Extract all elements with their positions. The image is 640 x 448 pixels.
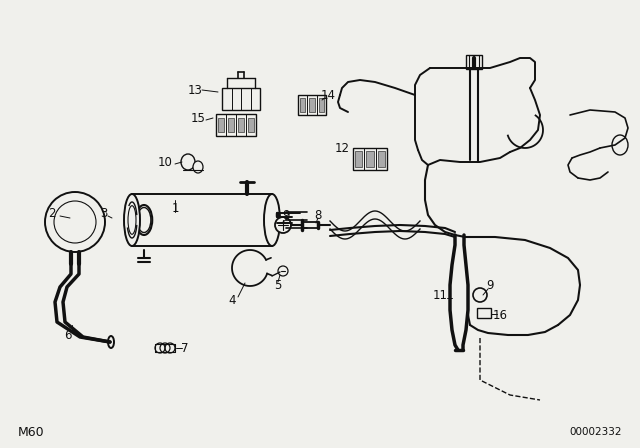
Ellipse shape [612,135,628,155]
Ellipse shape [108,336,114,348]
Text: 7: 7 [181,341,189,354]
Text: 3: 3 [100,207,108,220]
Circle shape [275,217,291,233]
Bar [355,151,362,167]
Bar [466,55,482,69]
Bar [216,114,256,136]
Bar [298,95,326,115]
Bar [366,151,374,167]
Bar [378,151,385,167]
Bar [309,98,315,112]
Text: 10: 10 [157,155,172,168]
Text: 1: 1 [172,202,179,215]
Text: M60: M60 [18,426,45,439]
Text: 2: 2 [48,207,56,220]
Ellipse shape [124,194,140,246]
Text: 9: 9 [282,208,290,221]
Bar [353,148,387,170]
Ellipse shape [181,154,195,170]
Bar [238,118,244,132]
Text: 14: 14 [321,89,335,102]
Text: 12: 12 [335,142,349,155]
Bar [218,118,224,132]
Text: 15: 15 [191,112,205,125]
Bar [228,118,234,132]
Text: 16: 16 [493,309,508,322]
Text: 13: 13 [188,83,202,96]
Text: 6: 6 [64,328,72,341]
Bar [248,118,254,132]
Text: 5: 5 [275,279,282,292]
Text: 11: 11 [433,289,447,302]
Bar [319,98,324,112]
Text: 9: 9 [486,279,493,292]
Text: 4: 4 [228,293,236,306]
Bar [300,98,305,112]
Circle shape [278,266,288,276]
Circle shape [473,288,487,302]
Bar [477,308,491,318]
Bar [222,88,260,110]
Text: 8: 8 [314,208,322,221]
Ellipse shape [193,161,203,173]
Text: 00002332: 00002332 [570,427,622,437]
